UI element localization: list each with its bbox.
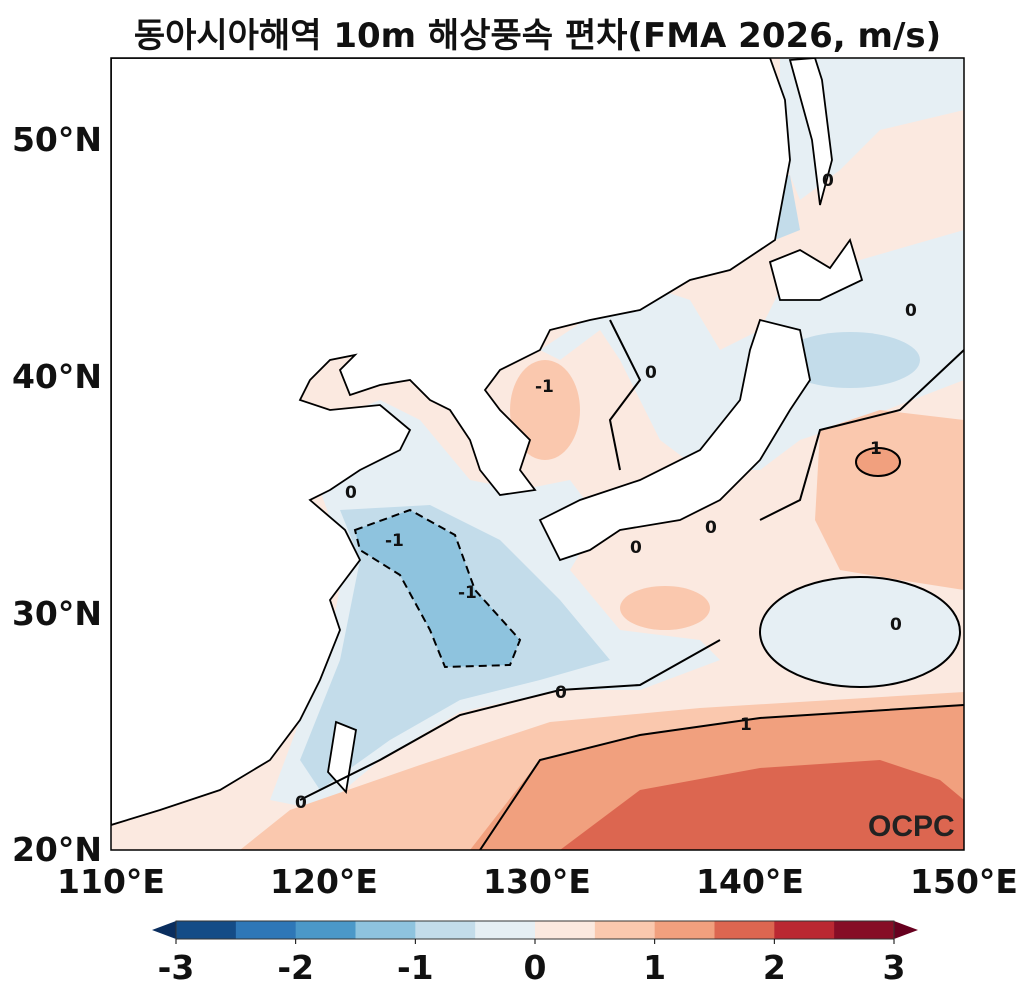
contour-label: -1 xyxy=(535,377,554,397)
colorbar-extend-high xyxy=(894,921,918,939)
colorbar-tick-label: -2 xyxy=(277,948,314,987)
land-japan xyxy=(538,318,811,562)
contour-label: 1 xyxy=(870,439,882,459)
colorbar-tick-label: -3 xyxy=(157,948,195,987)
colorbar-bin xyxy=(415,921,476,939)
field-east-peak xyxy=(856,448,900,476)
contour-label: 0 xyxy=(295,793,307,813)
colorbar xyxy=(152,920,918,944)
field-east-negative xyxy=(760,577,960,687)
contour-label: 0 xyxy=(555,683,567,703)
lat-label-30: 30°N xyxy=(11,594,102,633)
contour-1-east xyxy=(855,447,901,477)
ocpc-logo: OCPC xyxy=(868,810,955,843)
anomaly-field: 0 0 0 1 1 0 0 -1 -1 0 -1 0 0 0 OCPC xyxy=(111,58,964,850)
contour-label: 0 xyxy=(890,615,902,635)
field-east-positive xyxy=(815,410,964,590)
colorbar-extend-low xyxy=(152,921,176,939)
colorbar-bin xyxy=(654,921,715,939)
colorbar-bin xyxy=(355,921,416,939)
contour-label: -1 xyxy=(458,583,477,603)
contour-label: 0 xyxy=(705,518,717,538)
colorbar-tick-label: 2 xyxy=(762,948,786,987)
lat-label-50: 50°N xyxy=(11,120,102,159)
colorbar-bin xyxy=(834,921,895,939)
contour-label: 0 xyxy=(645,363,657,383)
contour-label: 0 xyxy=(905,301,917,321)
map-title: 동아시아해역 10m 해상풍속 편차(FMA 2026, m/s) xyxy=(133,16,942,56)
land-sakhalin xyxy=(788,58,833,206)
land-hokkaido xyxy=(768,237,864,301)
map-frame xyxy=(110,57,965,851)
lon-label-120: 120°E xyxy=(270,862,378,901)
colorbar-bin xyxy=(594,921,656,939)
contour-label: 1 xyxy=(740,715,752,735)
colorbar-bin xyxy=(475,921,536,939)
lon-label-140: 140°E xyxy=(696,862,804,901)
colorbar-tick-label: 3 xyxy=(882,948,906,987)
contour-lines xyxy=(299,319,964,850)
contour-0-sea-of-japan xyxy=(608,319,642,471)
contour-labels: 0 0 0 1 1 0 0 -1 -1 0 -1 0 0 0 xyxy=(295,171,917,813)
colorbar-bin xyxy=(714,921,775,939)
contour-0-east-coast xyxy=(759,349,964,521)
colorbar-bin xyxy=(774,921,835,939)
contour-minus1 xyxy=(353,508,522,669)
field-south-1.5-2 xyxy=(560,760,964,850)
field-south-japan-positive xyxy=(620,586,710,630)
land-taiwan xyxy=(327,720,358,794)
field-east-china-sea-core xyxy=(355,510,520,667)
lat-label-20: 20°N xyxy=(11,830,102,869)
field-japan-sea-blue xyxy=(780,332,920,388)
lat-label-40: 40°N xyxy=(11,357,102,396)
contour-label: 0 xyxy=(822,171,834,191)
lon-label-150: 150°E xyxy=(910,862,1018,901)
contour-label: 0 xyxy=(630,538,642,558)
contour-0-south xyxy=(299,639,721,801)
contour-label: -1 xyxy=(385,531,404,551)
colorbar-tick-label: -1 xyxy=(396,948,434,987)
colorbar-tick-label: 0 xyxy=(523,948,547,987)
contour-1-south xyxy=(479,704,964,850)
lon-label-130: 130°E xyxy=(483,862,591,901)
field-korea-east-positive xyxy=(510,360,580,460)
contour-0-east xyxy=(759,576,961,688)
colorbar-bin xyxy=(295,921,356,939)
land-asia-mainland xyxy=(111,58,791,826)
colorbar-bin xyxy=(176,921,237,939)
colorbar-tick-label: 1 xyxy=(643,948,667,987)
lon-label-110: 110°E xyxy=(57,862,165,901)
colorbar-bin xyxy=(235,921,297,939)
contour-label: 0 xyxy=(345,483,357,503)
colorbar-bin xyxy=(535,921,596,939)
